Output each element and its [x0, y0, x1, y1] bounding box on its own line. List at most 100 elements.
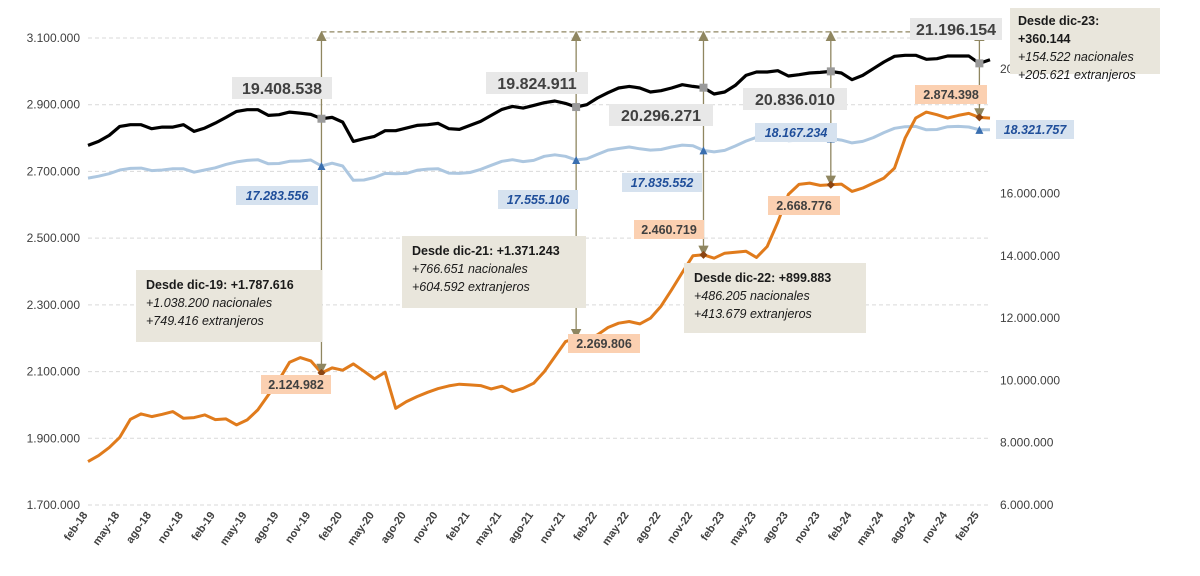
x-axis-tick-label: ago-18: [124, 510, 154, 546]
orange-point-marker: [826, 180, 835, 189]
value-label: 21.196.154: [916, 22, 996, 39]
value-label-box: [609, 104, 713, 126]
x-axis-tick-label: feb-25: [953, 510, 981, 543]
value-label-box: [498, 190, 578, 209]
value-label: 19.824.911: [497, 76, 576, 93]
total-series-line: [87, 53, 991, 147]
value-label-box: [236, 186, 318, 205]
right-axis-tick-label: 8.000.000: [1000, 436, 1054, 450]
annotation-extranjeros: +413.679 extranjeros: [694, 307, 812, 321]
annotation-head: Desde dic-23: +360.144: [1018, 14, 1100, 46]
x-axis-tick-label: ago-23: [761, 510, 791, 546]
x-axis-tick-label: ago-24: [888, 509, 919, 546]
total-point-marker: [826, 67, 835, 76]
x-axis-tick-label: may-22: [600, 510, 632, 548]
x-axis-tick-label: may-20: [345, 510, 377, 548]
left-axis-tick-label: 2.100.000: [27, 365, 81, 379]
value-label: 17.283.556: [246, 189, 310, 203]
annotation-nacionales: +486.205 nacionales: [694, 289, 810, 303]
x-axis-tick-label: nov-21: [538, 510, 568, 546]
x-axis-tick-label: ago-20: [379, 510, 409, 546]
value-label: 20.836.010: [755, 92, 835, 109]
x-axis-tick-label: nov-18: [156, 510, 186, 546]
value-label: 2.460.719: [641, 223, 697, 237]
left-axis-tick-label: 2.900.000: [27, 98, 81, 112]
annotation-nacionales: +766.651 nacionales: [412, 262, 528, 276]
annotation-extranjeros: +749.416 extranjeros: [146, 314, 264, 328]
value-label: 17.555.106: [507, 193, 571, 207]
x-axis-tick-label: feb-22: [571, 510, 599, 543]
x-axis-tick-label: feb-18: [62, 510, 90, 543]
x-axis-tick-label: feb-23: [699, 510, 727, 543]
foreign-series-line: [87, 124, 990, 182]
orange-point-marker: [317, 368, 326, 377]
value-label: 2.668.776: [776, 199, 832, 213]
value-label-box: [486, 72, 588, 94]
left-axis-tick-label: 2.300.000: [27, 298, 81, 312]
x-axis-tick-label: nov-22: [665, 510, 695, 546]
left-axis-tick-label: 2.500.000: [27, 231, 81, 245]
x-axis-tick-label: may-24: [855, 509, 887, 548]
total-point-marker: [317, 114, 326, 123]
foreign-point-marker: [317, 161, 326, 170]
x-axis-tick-label: ago-19: [251, 510, 281, 546]
x-axis-tick-label: feb-21: [444, 510, 472, 543]
foreign-point-marker: [975, 125, 984, 134]
right-axis-tick-label: 14.000.000: [1000, 249, 1060, 263]
value-label-box: [915, 85, 987, 104]
value-label: 19.408.538: [242, 81, 322, 98]
annotation-dic-22: Desde dic-22: +899.883 +486.205 nacional…: [684, 263, 866, 333]
total-point-marker: [572, 103, 581, 112]
annotation-extranjeros: +205.621 extranjeros: [1018, 68, 1136, 82]
orange-series-line: [87, 110, 991, 463]
x-axis-tick-label: nov-24: [920, 509, 951, 546]
annotation-dic-23: Desde dic-23: +360.144 +154.522 nacional…: [1010, 8, 1160, 82]
annotation-head: Desde dic-21: +1.371.243: [412, 244, 560, 258]
x-axis-tick-label: nov-19: [283, 510, 313, 546]
left-axis-tick-label: 3.100.000: [27, 31, 81, 45]
value-label: 17.835.552: [631, 176, 694, 190]
value-label-box: [755, 123, 837, 142]
value-label: 18.321.757: [1004, 123, 1068, 137]
right-axis-tick-label: 6.000.000: [1000, 498, 1054, 512]
annotation-nacionales: +154.522 nacionales: [1018, 50, 1134, 64]
x-axis-tick-label: ago-22: [633, 510, 663, 546]
value-label: 2.124.982: [268, 378, 324, 392]
orange-point-marker: [975, 113, 984, 122]
x-axis-tick-label: may-19: [218, 510, 250, 548]
foreign-point-marker: [699, 146, 708, 155]
total-point-marker: [975, 59, 984, 68]
value-label-box: [768, 196, 840, 215]
x-axis-tick-label: may-21: [473, 510, 505, 548]
value-label-box: [743, 88, 847, 110]
orange-point-marker: [699, 250, 708, 259]
annotation-nacionales: +1.038.200 nacionales: [146, 296, 273, 310]
left-axis-tick-label: 1.700.000: [27, 498, 81, 512]
annotation-dic-19: Desde dic-19: +1.787.616 +1.038.200 naci…: [136, 270, 322, 342]
x-axis-tick-label: nov-20: [410, 510, 440, 546]
x-axis-tick-label: ago-21: [506, 510, 536, 546]
right-axis-tick-label: 10.000.000: [1000, 373, 1060, 387]
value-label-box: [568, 334, 640, 353]
value-label: 2.874.398: [923, 88, 979, 102]
annotation-head: Desde dic-19: +1.787.616: [146, 278, 294, 292]
total-point-marker: [699, 83, 708, 92]
value-label-box: [634, 220, 704, 239]
right-axis-tick-label: 16.000.000: [1000, 187, 1060, 201]
value-label-box: [910, 18, 1002, 40]
annotation-extranjeros: +604.592 extranjeros: [412, 280, 530, 294]
foreign-point-marker: [572, 156, 581, 165]
value-label: 18.167.234: [765, 126, 828, 140]
annotation-head: Desde dic-22: +899.883: [694, 271, 832, 285]
x-axis-tick-label: feb-24: [826, 509, 855, 543]
left-axis-tick-label: 2.700.000: [27, 164, 81, 178]
value-label: 20.296.271: [621, 108, 701, 125]
value-label-box: [261, 375, 331, 394]
value-label-box: [622, 173, 702, 192]
x-axis-tick-label: nov-23: [792, 510, 822, 546]
right-axis-tick-label: 12.000.000: [1000, 311, 1060, 325]
left-axis-tick-label: 1.900.000: [27, 431, 81, 445]
value-label-box: [996, 120, 1074, 139]
x-axis-tick-label: may-23: [727, 510, 759, 548]
